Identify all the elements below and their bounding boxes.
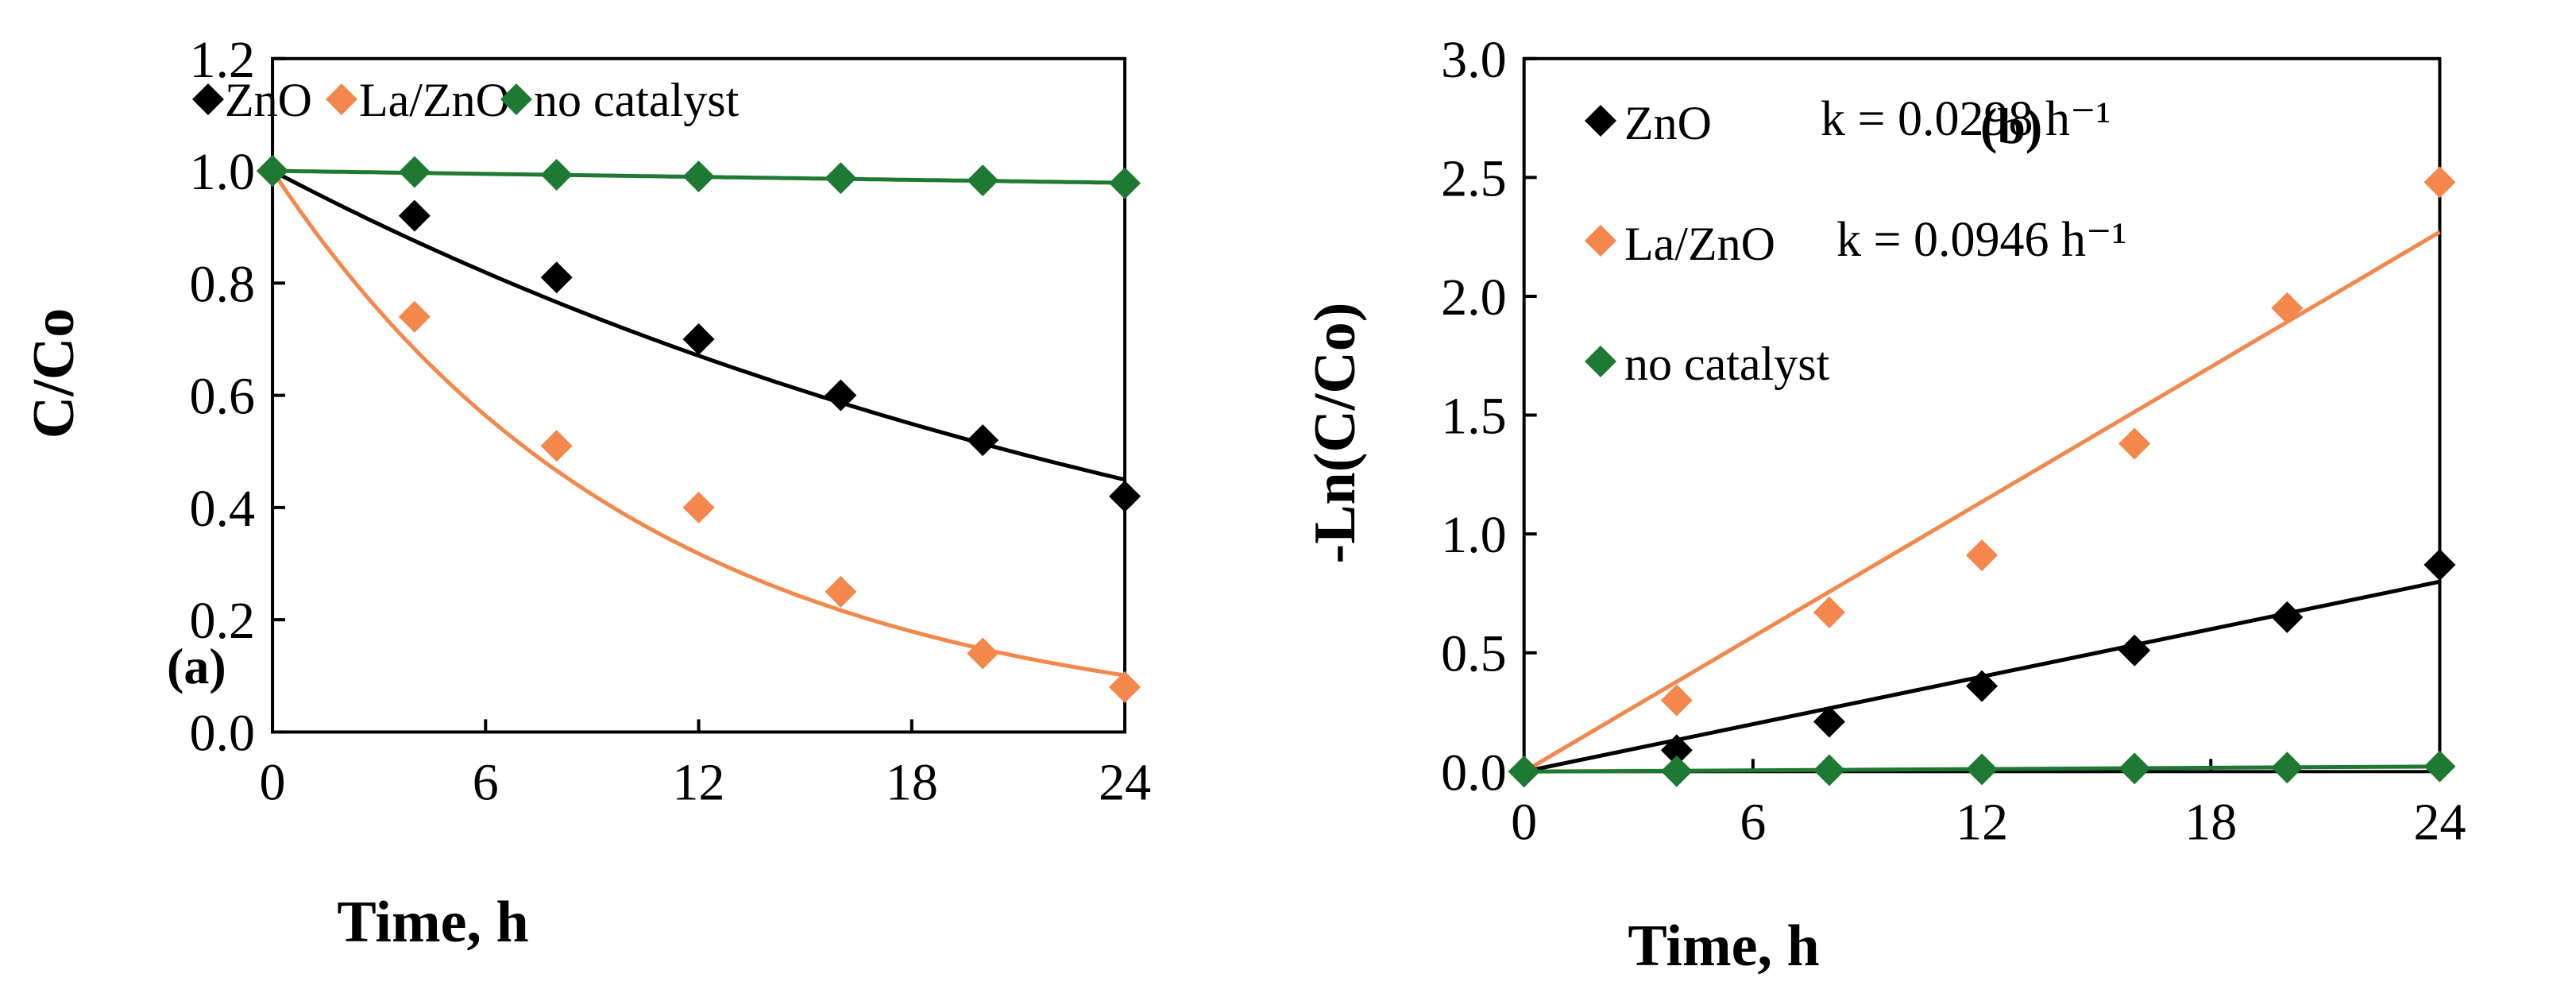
- data-point-no-catalyst: [967, 164, 999, 197]
- y-tick-label: 1.2: [190, 31, 256, 89]
- chart-panel-a: 0.0 0.2 0.4 0.6 0.8 1.0 1.2 0 6 12 18 24 C/Co Time…: [21, 31, 1151, 955]
- legend-marker-la-zno-a: [326, 83, 357, 115]
- legend-label-zno-b: ZnO: [1624, 97, 1712, 149]
- legend-a: ZnO La/ZnO no catalyst: [192, 74, 740, 126]
- data-point-no-catalyst: [682, 160, 715, 193]
- data-point-zno: [967, 424, 999, 457]
- legend-marker-zno-a: [192, 83, 224, 115]
- x-tick-label: 12: [1956, 793, 2008, 851]
- data-point-no-catalyst: [1813, 754, 1845, 786]
- data-point-zno: [540, 261, 573, 294]
- y-tick-label: 2.0: [1441, 269, 1507, 327]
- chart-panel-b: 0.0 0.5 1.0 1.5 2.0 2.5 3.0 0 6 12 18 24 -Ln(C/Co)…: [1303, 31, 2466, 979]
- y-tick-label: 0.5: [1441, 625, 1507, 683]
- data-point-la-zno: [398, 300, 431, 333]
- y-ticks-a: 0.0 0.2 0.4 0.6 0.8 1.0 1.2: [190, 31, 286, 762]
- y-tick-label: 0.6: [190, 368, 256, 426]
- data-point-zno: [1813, 705, 1845, 738]
- y-axis-title-a: C/Co: [21, 308, 87, 439]
- legend-label-no-catalyst-b: no catalyst: [1624, 338, 1830, 390]
- data-points-b: [1508, 166, 2456, 788]
- y-tick-label: 0.4: [190, 480, 256, 538]
- panel-label-a: (a): [167, 638, 226, 694]
- y-tick-label: 0.0: [190, 704, 256, 762]
- x-tick-label: 12: [673, 753, 725, 811]
- y-tick-label: 0.2: [190, 592, 256, 650]
- plot-area-a: [271, 56, 1127, 734]
- x-tick-label: 18: [886, 753, 938, 811]
- y-tick-label: 1.0: [1441, 506, 1507, 564]
- y-tick-label: 0.8: [190, 255, 256, 313]
- y-tick-label: 1.0: [190, 143, 256, 201]
- data-point-la-zno: [1966, 539, 1999, 572]
- y-axis-title-b: -Ln(C/Co): [1303, 303, 1368, 564]
- fit-lines-a: [270, 168, 1126, 678]
- x-ticks-b: 0 6 12 18 24: [1511, 759, 2466, 851]
- data-point-no-catalyst: [1660, 755, 1693, 787]
- data-point-no-catalyst: [2118, 752, 2151, 785]
- data-points-a: [257, 155, 1141, 703]
- data-point-la-zno: [2118, 427, 2151, 460]
- legend-marker-no-catalyst-a: [500, 83, 532, 115]
- x-tick-label: 0: [1511, 793, 1537, 851]
- legend-marker-zno-b: [1585, 105, 1616, 137]
- y-ticks-b: 0.0 0.5 1.0 1.5 2.0 2.5 3.0: [1441, 31, 1537, 802]
- legend-label-zno-a: ZnO: [225, 74, 312, 126]
- y-tick-label: 0.0: [1441, 744, 1507, 802]
- data-point-no-catalyst: [1109, 167, 1141, 199]
- data-point-zno: [1966, 670, 1999, 702]
- data-point-no-catalyst: [2423, 750, 2456, 783]
- k-label-zno-b: k = 0.0298 h⁻¹: [1821, 92, 2111, 146]
- k-label-la-zno-b: k = 0.0946 h⁻¹: [1836, 213, 2126, 267]
- data-point-la-zno: [2271, 292, 2304, 324]
- data-point-la-zno: [540, 430, 573, 462]
- data-point-la-zno: [825, 575, 857, 608]
- x-tick-label: 6: [1740, 793, 1766, 851]
- fit-line-la-zno: [270, 169, 1126, 678]
- data-point-zno: [2271, 601, 2304, 633]
- legend-b: ZnO k = 0.0298 h⁻¹ La/ZnO k = 0.0946 h⁻¹…: [1585, 92, 2126, 390]
- legend-label-la-zno-b: La/ZnO: [1624, 218, 1775, 270]
- y-tick-label: 3.0: [1441, 31, 1507, 89]
- x-tick-label: 18: [2184, 793, 2237, 851]
- data-point-no-catalyst: [2271, 752, 2304, 784]
- legend-label-no-catalyst-a: no catalyst: [534, 74, 740, 126]
- plot-area-b: [1522, 56, 2442, 774]
- data-point-la-zno: [2423, 166, 2456, 199]
- data-point-no-catalyst: [1508, 755, 1540, 788]
- x-axis-title-a: Time, h: [337, 890, 528, 955]
- x-axis-title-b: Time, h: [1628, 914, 1819, 979]
- x-tick-label: 24: [2413, 793, 2466, 851]
- data-point-zno: [682, 323, 715, 355]
- data-point-zno: [825, 379, 857, 412]
- x-tick-label: 24: [1099, 753, 1151, 811]
- legend-marker-no-catalyst-b: [1585, 346, 1616, 377]
- y-tick-label: 1.5: [1441, 388, 1507, 446]
- data-point-no-catalyst: [1966, 753, 1999, 786]
- x-ticks-a: 0 6 12 18 24: [260, 719, 1151, 811]
- x-tick-label: 6: [473, 753, 499, 811]
- x-tick-label: 0: [260, 753, 286, 811]
- data-point-la-zno: [682, 491, 715, 524]
- data-point-no-catalyst: [257, 155, 289, 187]
- data-point-zno: [398, 199, 431, 232]
- data-point-zno: [1109, 480, 1141, 512]
- y-tick-label: 2.5: [1441, 149, 1507, 207]
- data-point-la-zno: [1660, 684, 1693, 717]
- data-point-la-zno: [967, 637, 999, 670]
- data-point-zno: [2118, 634, 2151, 667]
- data-point-la-zno: [1813, 596, 1845, 628]
- legend-label-la-zno-a: La/ZnO: [359, 74, 510, 126]
- panel-label-b: (b): [1980, 98, 2042, 154]
- data-point-zno: [1660, 734, 1693, 767]
- legend-marker-la-zno-b: [1585, 225, 1616, 257]
- data-point-no-catalyst: [825, 162, 857, 195]
- data-point-la-zno: [1109, 670, 1141, 703]
- data-point-no-catalyst: [540, 159, 573, 191]
- data-point-zno: [2423, 549, 2456, 582]
- data-point-no-catalyst: [398, 156, 431, 188]
